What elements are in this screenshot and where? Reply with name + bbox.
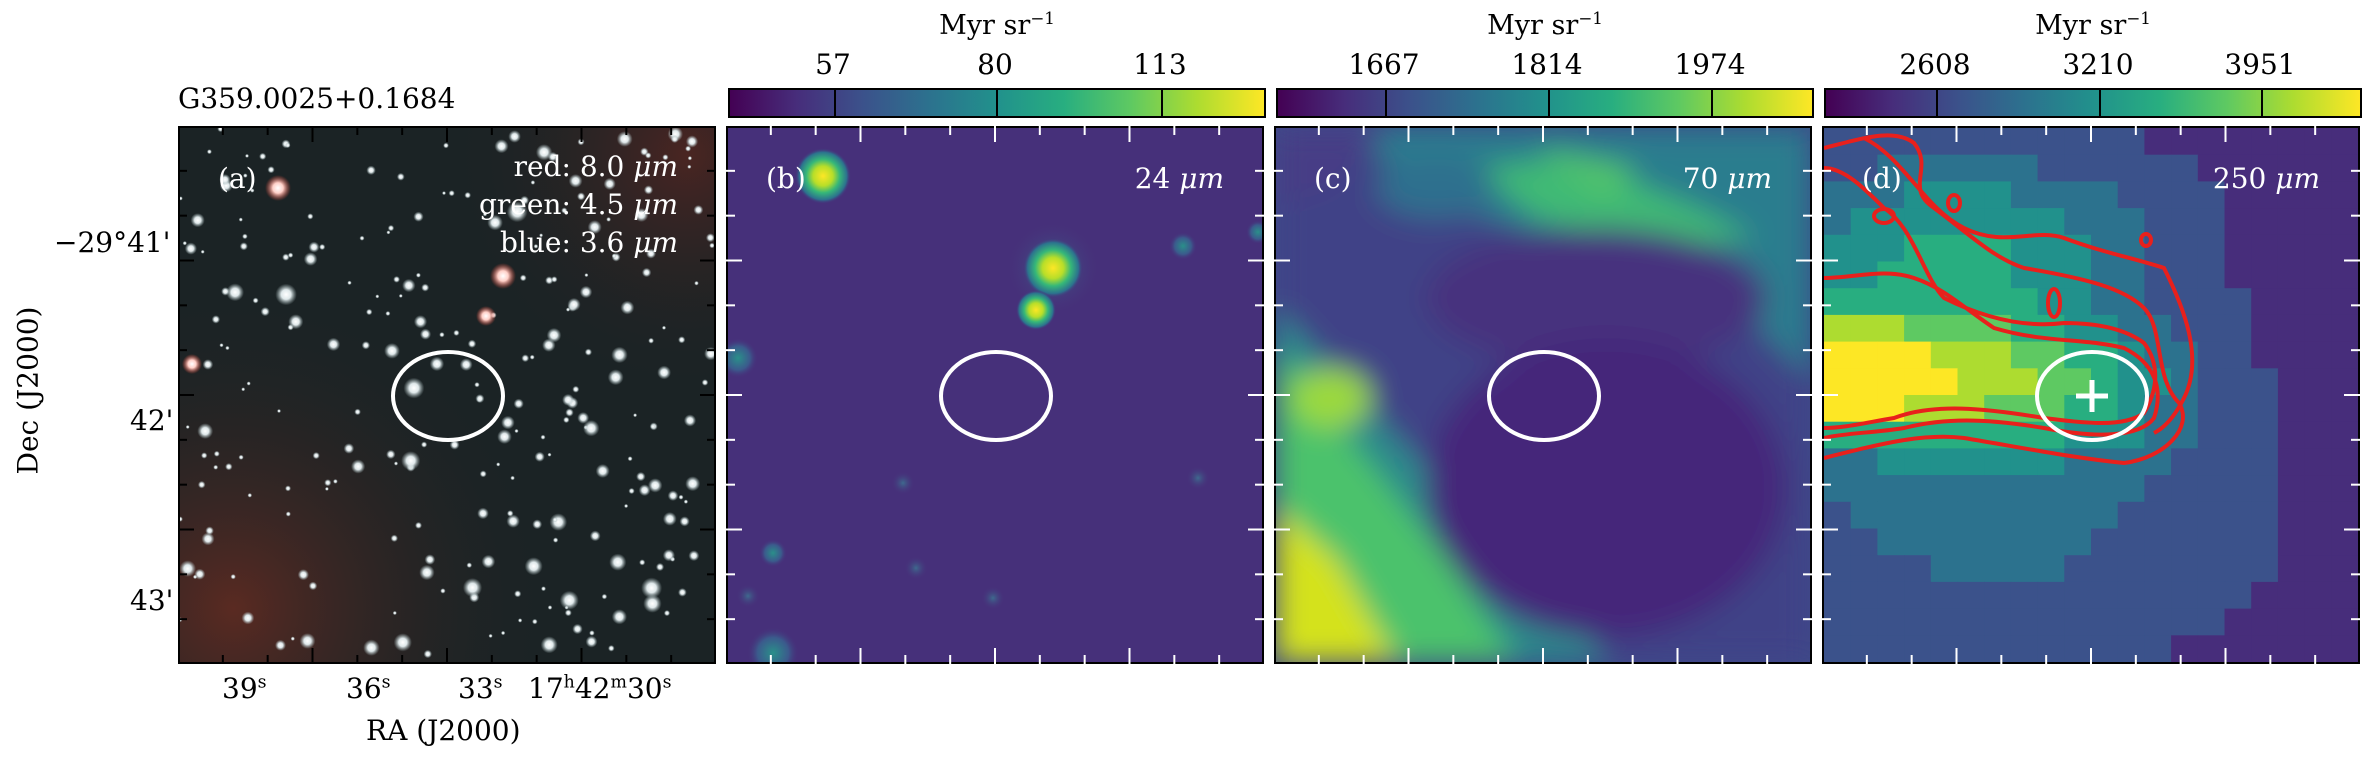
aperture-ellipse [2035,350,2149,442]
legend-green: green: 4.5 μm [478,188,678,221]
panel-tag: (b) [766,162,806,195]
ra-tick-label: 36s [346,672,391,705]
panel-a-image: (a) red: 8.0 μm green: 4.5 μm blue: 3.6 … [178,126,716,664]
colorbar-tick-label: 2608 [1899,48,1971,81]
rgb-legend: red: 8.0 μm green: 4.5 μm blue: 3.6 μm [479,148,678,262]
aperture-ellipse [1487,350,1601,442]
colorbar-gradient [728,88,1266,118]
colorbar-tick-label: 1814 [1511,48,1583,81]
colorbar-unit: Myr sr−1 [939,8,1055,41]
ra-tick-label: 33s [458,672,503,705]
colorbar-tick-label: 80 [977,48,1013,81]
dec-tick-label: 43' [130,584,174,617]
contour-lines [1824,133,2195,466]
dec-tick-label: −29°41' [54,226,171,259]
colorbar-tick-label: 1667 [1348,48,1420,81]
panel-d-image: (d) 250 μm [1822,126,2360,664]
rgb-composite-image [180,128,714,662]
spire-250um-image [1824,128,2358,662]
x-axis-label: RA (J2000) [366,714,521,747]
colorbar-tick-label: 3210 [2062,48,2134,81]
colorbar-unit: Myr sr−1 [2035,8,2151,41]
ra-tick-label: 17h42m30s [528,672,672,705]
panel-tag: (d) [1862,162,1902,195]
colorbar-tick-label: 113 [1133,48,1187,81]
panel-c-image: (c) 70 μm [1274,126,1812,664]
legend-red: red: 8.0 μm [513,150,678,183]
colorbar-gradient [1824,88,2362,118]
source-position-marker [2076,380,2108,412]
source-name: G359.0025+0.1684 [178,82,456,115]
wavelength-label: 24 μm [1134,162,1224,195]
pacs-70um-image [1276,128,1810,662]
aperture-ellipse [391,350,505,442]
legend-blue: blue: 3.6 μm [499,226,678,259]
colorbar-tick-label: 1974 [1674,48,1746,81]
colorbar-unit: Myr sr−1 [1487,8,1603,41]
colorbar-gradient [1276,88,1814,118]
panel-b-image: (b) 24 μm [726,126,1264,664]
wavelength-label: 250 μm [2212,162,2320,195]
mips-24um-image [728,148,1262,662]
ra-tick-label: 39s [222,672,267,705]
colorbar-tick-label: 57 [815,48,851,81]
dec-tick-label: 42' [130,404,174,437]
panel-tag: (c) [1314,162,1352,195]
panel-tag: (a) [218,162,257,195]
wavelength-label: 70 μm [1682,162,1772,195]
colorbar-tick-label: 3951 [2224,48,2296,81]
aperture-ellipse [939,350,1053,442]
